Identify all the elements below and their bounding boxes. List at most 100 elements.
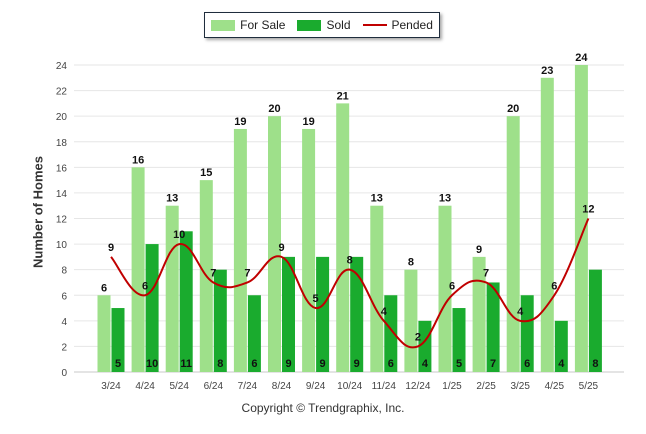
bar-sold[interactable]	[111, 308, 125, 372]
label-for-sale: 19	[234, 116, 246, 128]
label-for-sale: 13	[439, 193, 451, 205]
bar-sold[interactable]	[282, 256, 295, 372]
y-tick-label: 4	[61, 317, 67, 328]
x-tick-label: 6/24	[204, 381, 224, 392]
x-tick-label: 12/24	[405, 381, 430, 392]
bar-for-sale[interactable]	[233, 128, 247, 372]
label-sold: 6	[251, 358, 257, 370]
bar-for-sale[interactable]	[268, 116, 281, 373]
x-tick-label: 3/25	[510, 381, 530, 392]
label-for-sale: 20	[507, 103, 519, 115]
bar-for-sale[interactable]	[336, 103, 350, 372]
bar-for-sale[interactable]	[574, 65, 588, 372]
label-pended: 6	[449, 280, 455, 292]
bar-sold[interactable]	[247, 295, 261, 372]
x-tick-label: 2/25	[476, 381, 496, 392]
y-tick-label: 18	[56, 138, 68, 149]
bar-sold[interactable]	[520, 295, 534, 372]
bar-for-sale[interactable]	[131, 167, 145, 372]
x-tick-label: 4/24	[135, 381, 155, 392]
y-tick-label: 6	[61, 291, 67, 302]
y-tick-label: 12	[56, 215, 68, 226]
legend-item-pended[interactable]: Pended	[362, 18, 433, 32]
pended-series-line[interactable]	[110, 218, 590, 349]
label-for-sale: 13	[166, 193, 178, 205]
label-sold: 5	[115, 358, 121, 370]
bar-for-sale[interactable]	[506, 116, 520, 373]
bar-sold[interactable]	[350, 256, 364, 372]
bar-sold[interactable]	[418, 320, 432, 372]
label-sold: 4	[558, 358, 565, 370]
label-pended: 10	[173, 229, 185, 241]
y-tick-label: 24	[56, 61, 68, 72]
bar-for-sale[interactable]	[404, 269, 418, 372]
x-tick-label: 10/24	[337, 381, 362, 392]
label-pended: 7	[483, 267, 489, 279]
bar-for-sale[interactable]	[472, 256, 486, 372]
label-pended: 4	[381, 306, 388, 318]
y-tick-label: 8	[61, 266, 67, 277]
legend: For Sale Sold Pended	[204, 12, 440, 38]
pended-line	[110, 218, 590, 349]
bar-for-sale[interactable]	[302, 128, 316, 372]
legend-label-sold: Sold	[326, 18, 351, 32]
label-for-sale: 23	[541, 65, 553, 77]
legend-label-pended: Pended	[391, 18, 433, 32]
x-tick-label: 3/24	[101, 381, 121, 392]
y-tick-label: 10	[56, 240, 68, 251]
legend-label-for-sale: For Sale	[240, 18, 286, 32]
label-sold: 9	[354, 358, 360, 370]
bar-sold[interactable]	[588, 269, 602, 372]
label-for-sale: 6	[101, 282, 107, 294]
label-pended: 5	[313, 293, 319, 305]
legend-swatch-sold	[297, 19, 322, 31]
bar-sold[interactable]	[486, 282, 500, 372]
legend-swatch-for-sale	[211, 19, 236, 31]
x-axis: 3/24 4/24 5/24 6/24 7/24 8/24 9/24 10/24 11/24 12…	[101, 381, 598, 392]
y-tick-label: 2	[61, 342, 67, 353]
label-sold: 10	[146, 358, 158, 370]
label-for-sale: 15	[200, 167, 212, 179]
y-axis-label: Number of Homes	[30, 156, 46, 268]
label-sold: 4	[422, 358, 429, 370]
label-pended: 9	[278, 242, 284, 254]
bar-sold[interactable]	[213, 269, 227, 372]
y-tick-label: 14	[56, 189, 68, 200]
x-tick-label: 11/24	[372, 381, 397, 392]
bar-for-sale[interactable]	[97, 295, 111, 372]
x-tick-label: 7/24	[238, 381, 258, 392]
label-for-sale: 16	[132, 154, 144, 166]
label-pended: 2	[415, 331, 421, 343]
bar-sold[interactable]	[179, 231, 193, 372]
label-for-sale: 9	[476, 244, 482, 256]
label-sold: 5	[456, 358, 462, 370]
bar-sold[interactable]	[554, 320, 568, 372]
label-sold: 6	[388, 358, 394, 370]
bar-for-sale[interactable]	[540, 77, 554, 373]
legend-item-for-sale[interactable]: For Sale	[211, 18, 285, 32]
bar-sold[interactable]	[316, 256, 330, 372]
label-sold: 8	[217, 358, 223, 370]
label-sold: 11	[180, 358, 192, 370]
label-pended: 7	[244, 267, 250, 279]
label-pended: 7	[210, 267, 216, 279]
bar-sold[interactable]	[452, 308, 466, 372]
label-pended: 9	[108, 242, 114, 254]
y-tick-label: 20	[56, 112, 68, 123]
bars	[97, 65, 602, 373]
y-tick-label: 16	[56, 163, 68, 174]
label-for-sale: 19	[302, 116, 314, 128]
label-for-sale: 20	[268, 103, 280, 115]
label-pended: 4	[517, 306, 524, 318]
label-sold: 9	[285, 358, 291, 370]
bar-sold[interactable]	[384, 295, 398, 372]
label-sold: 9	[320, 358, 326, 370]
label-for-sale: 24	[575, 52, 588, 64]
legend-item-sold[interactable]: Sold	[297, 18, 351, 32]
bar-sold[interactable]	[145, 244, 159, 372]
label-sold: 8	[592, 358, 598, 370]
bar-for-sale[interactable]	[438, 205, 452, 372]
bar-for-sale[interactable]	[370, 205, 384, 372]
